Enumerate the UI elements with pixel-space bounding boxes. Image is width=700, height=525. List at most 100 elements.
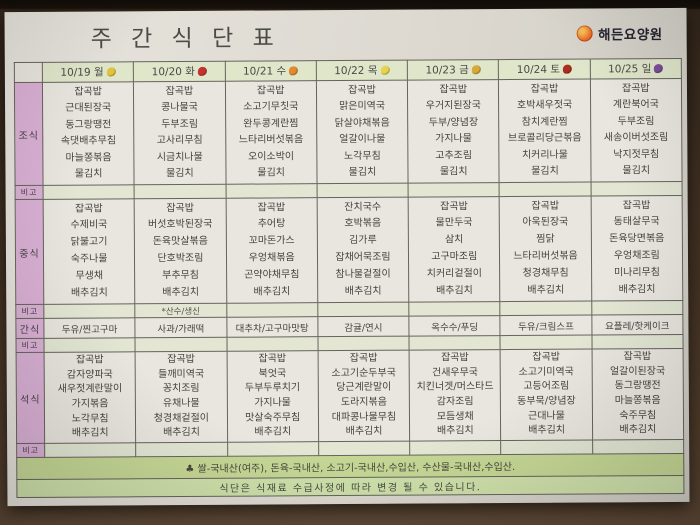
menu-table: 10/19 월 10/20 화 10/21 수 10/22 목 10/23 금 10/24… [14,58,685,498]
row-label-dinner: 석식 [16,352,45,444]
menu-item: 동부묵/양념장 [517,395,576,407]
snack-cell: 대추차/고구마맛탕 [226,316,318,338]
day-header: 10/20 화 [133,61,225,82]
dinner-row: 석식 잡곡밥 감자양파국 새우젓계란말이 가지볶음 노각무침 배추김치 잡곡밥 들깨미역국 꽁치조… [16,348,684,444]
menu-item: 고추조림 [435,149,473,161]
menu-item: 김가루 [349,235,377,247]
menu-item: 잔치국수 [344,201,382,213]
row-label-remark: 비고 [16,443,45,458]
lunch-cell: 잡곡밥 추어탕 꼬마돈가스 우엉채볶음 곤약야채무침 배추김치 [225,197,318,304]
menu-item: 잡곡밥 [623,351,652,363]
remark-cell [500,335,592,350]
menu-item: 계란북어국 [612,99,659,111]
menu-item: 돈육당면볶음 [609,233,665,245]
menu-item: 물만두국 [435,217,473,229]
remark-cell [317,336,410,351]
haedeun-logo-icon [576,25,594,42]
menu-item: 잡곡밥 [166,202,194,214]
day-header: 10/19 월 [42,61,134,83]
menu-item: 배추김치 [619,424,657,436]
breakfast-cell: 잡곡밥 콩나물국 두부조림 고사리무침 시금치나물 물김치 [133,81,226,185]
menu-item: 고사리무침 [156,134,203,147]
remark-cell [592,439,684,455]
menu-item: 우엉채조림 [613,250,660,262]
menu-item: 삼치 [444,234,464,246]
menu-item: 물김치 [622,165,651,177]
menu-item: 잡곡밥 [167,354,195,366]
grape-icon [654,64,664,74]
remark-cell: *산수/생신 [135,303,227,318]
menu-item: 동태살무국 [613,216,660,228]
day-header: 10/24 토 [498,59,591,80]
remark-cell [135,442,228,457]
remark-cell [409,335,501,351]
menu-item: 잡곡밥 [440,200,468,213]
menu-item: 잡곡밥 [75,354,104,366]
menu-item: 추어탕 [257,218,286,230]
dinner-cell: 잡곡밥 감자양파국 새우젓계란말이 가지볶음 노각무침 배추김치 [44,351,136,444]
menu-item: 치커리나물 [521,149,568,161]
menu-item: 수제비국 [70,219,108,232]
lunch-cell: 잡곡밥 아욱된장국 찜닭 느타리버섯볶음 청경채무침 배추김치 [499,196,592,302]
menu-item: 배추김치 [345,425,383,438]
apple-icon [563,64,573,74]
menu-item: 맑은미역국 [339,100,386,113]
menu-item: 배추김치 [254,426,292,438]
menu-item: 호박볶음 [344,218,382,230]
breakfast-cell: 잡곡밥 호박새우젓국 참치계란찜 브로콜리당근볶음 치커리나물 물김치 [498,79,591,183]
menu-item: 가지볶음 [71,398,109,410]
menu-item: 잡곡밥 [621,82,650,94]
remark-cell [43,337,136,353]
menu-item: 고구마조림 [431,251,478,263]
menu-item: 대파콩나물무침 [331,411,397,423]
menu-item: 맛살숙주무침 [245,411,301,424]
tangerine-icon [289,66,299,76]
menu-item: 두부조림 [161,118,199,130]
remark-cell [318,441,410,456]
menu-item: 잡곡밥 [622,199,651,211]
row-label-breakfast: 조식 [14,82,44,186]
menu-sheet: 주 간 식 단 표 해든요양원 10/19 월 10/20 화 10/21 수 10/… [4,7,690,507]
snack-cell: 요플레/핫케이크 [591,314,683,336]
remark-cell [43,303,136,319]
remark-cell [227,441,319,457]
pineapple-icon [471,65,481,75]
day-date: 10/21 [242,65,274,78]
remark-cell [499,182,591,197]
menu-item: 우거지된장국 [425,100,481,112]
menu-item: 닭불고기 [70,236,108,248]
menu-item: 잡곡밥 [439,83,468,95]
menu-item: 버섯호박된장국 [147,219,213,231]
menu-item: 두부조림 [617,115,655,127]
sheet-header: 주 간 식 단 표 해든요양원 [4,8,686,62]
remark-cell [135,337,227,352]
menu-item: 마늘쫑볶음 [65,151,112,164]
cherry-icon [197,66,207,76]
day-header: 10/22 목 [316,60,408,81]
day-of-week: 일 [641,63,652,76]
menu-item: 참나물겉절이 [335,268,391,280]
remark-cell [44,442,136,458]
breakfast-cell: 잡곡밥 소고기무칫국 완두콩계란찜 느타리버섯볶음 오이소박이 물김치 [224,80,317,185]
row-label-remark: 비고 [15,185,44,200]
menu-item: 잡곡밥 [530,83,559,95]
menu-item: 소고기순두부국 [331,367,396,379]
menu-item: 물김치 [439,166,468,178]
snack-cell: 옥수수/푸딩 [408,315,501,337]
disclaimer-row: 식단은 식재료 수급사정에 따라 변경 될 수 있습니다. [16,475,684,498]
menu-item: 새우젓계란말이 [57,383,123,396]
menu-item: 꼬마돈가스 [248,235,295,247]
snack-cell: 두유/크림스프 [500,315,592,336]
menu-item: 청경채겉절이 [153,412,210,424]
day-of-week: 수 [276,65,287,78]
menu-item: 모듬생채 [436,410,474,423]
day-date: 10/25 [608,63,639,76]
menu-item: 호박새우젓국 [516,99,573,111]
banana-icon [106,67,116,77]
menu-item: 단호박조림 [157,252,204,265]
day-of-week: 월 [93,66,104,79]
remark-cell [590,181,683,197]
facility-logo: 해든요양원 [576,23,663,44]
menu-item: 고등어조림 [523,381,570,393]
